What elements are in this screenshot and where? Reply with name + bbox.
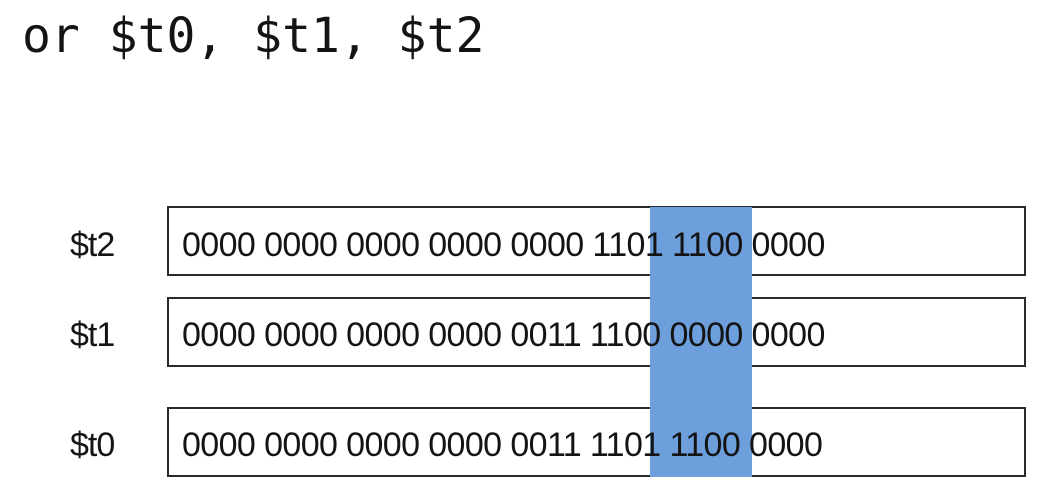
register-box-t0 [167,407,1026,477]
bit-column-highlight [650,207,752,477]
register-box-t1 [167,297,1026,367]
register-value-t0: 0000 0000 0000 0000 0011 1101 1100 0000 [182,426,823,464]
register-label-t0: $t0 [70,426,115,464]
register-box-t2 [167,206,1026,276]
register-value-t1: 0000 0000 0000 0000 0011 1100 0000 0000 [182,316,825,354]
register-value-t2: 0000 0000 0000 0000 0000 1101 1100 0000 [182,226,825,264]
register-label-t1: $t1 [70,316,115,354]
register-label-t2: $t2 [70,226,115,264]
instruction-text: or $t0, $t1, $t2 [22,8,485,64]
